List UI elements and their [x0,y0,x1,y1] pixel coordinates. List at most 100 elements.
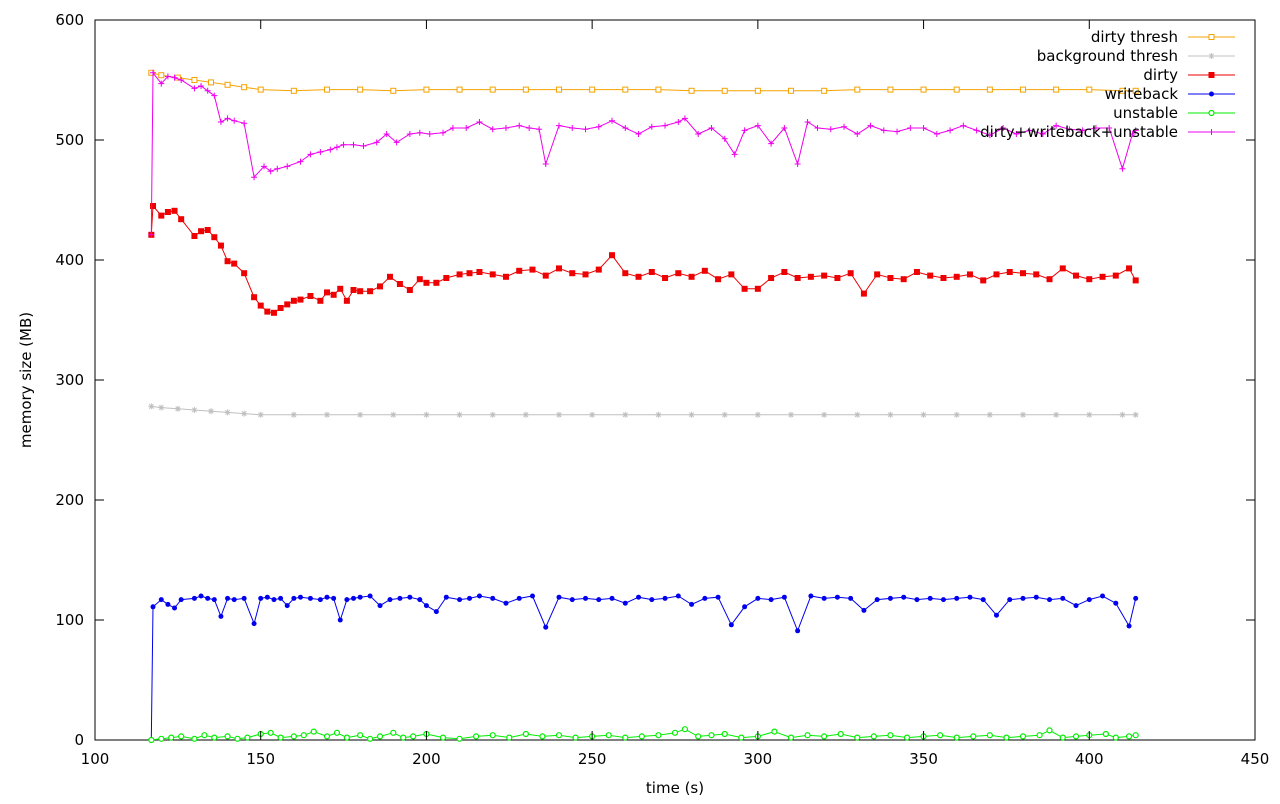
data-point [1099,273,1106,280]
data-point [526,125,533,131]
data-point [383,131,390,137]
data-point [755,595,761,601]
data-point [158,597,164,603]
data-point [1100,593,1106,599]
data-point [158,735,165,742]
y-tick-label: 200 [55,491,84,509]
data-point [208,79,214,86]
data-point [337,285,344,292]
data-point [954,595,960,601]
data-point [297,594,303,600]
data-point [357,594,363,600]
data-point [1086,411,1093,418]
data-point [937,732,944,739]
data-point [595,123,602,130]
data-point [1119,411,1126,418]
data-point [148,736,155,744]
data-point [1033,271,1040,278]
legend-label: writeback [1105,85,1179,103]
data-point [267,729,274,736]
data-point [204,87,211,94]
data-point [741,285,748,292]
data-point [178,77,185,83]
data-point [920,125,927,131]
data-point [277,305,284,311]
series-unstable [148,726,1139,744]
x-tick-label: 350 [909,750,938,768]
data-point [539,733,546,740]
data-point [516,267,523,274]
data-point [449,125,456,131]
series-layer [148,69,1139,744]
data-point [456,735,463,742]
series-dirty-thresh [148,69,1139,94]
data-point [874,597,880,603]
data-point [582,126,589,133]
data-point [489,271,496,278]
data-point [695,131,702,137]
data-point [1129,131,1136,137]
series-dirty-writeback-unstable [148,69,1139,238]
data-point [317,597,323,603]
data-point [407,594,413,600]
data-point [542,272,549,279]
data-point [648,269,655,275]
data-point [821,411,828,418]
data-point [343,734,350,741]
legend-item: dirty thresh [1091,28,1235,46]
data-point [1112,272,1119,279]
data-point [241,84,248,91]
data-point [324,411,330,418]
data-point [241,120,248,127]
data-point [1086,597,1092,603]
data-point [241,595,247,601]
data-point [234,735,241,742]
data-point [1112,734,1119,741]
series-writeback [148,593,1139,743]
data-point [655,411,662,418]
data-point [681,726,689,733]
data-point [635,131,642,137]
data-point [1007,597,1013,603]
data-point [953,86,960,93]
data-point [148,231,155,238]
data-point [741,127,748,134]
data-point [516,595,522,601]
data-point [795,628,801,634]
data-point [622,270,629,277]
data-point [178,733,185,740]
data-point [874,271,881,278]
data-point [1053,86,1060,93]
data-point [781,594,787,600]
data-point [337,617,343,623]
legend-label: dirty thresh [1091,28,1178,46]
data-point [1125,733,1133,740]
data-point [655,86,662,93]
data-point [390,729,397,736]
data-point [1126,265,1133,272]
data-point [837,730,844,738]
data-point [754,285,761,292]
data-point [622,734,629,741]
data-point [914,597,920,603]
data-point [794,161,801,167]
data-point [522,411,529,418]
data-point [217,119,224,125]
data-point [953,273,960,280]
legend-label: dirty+writeback+unstable [980,123,1178,141]
data-point [933,131,940,137]
data-point [400,734,407,741]
series-background-thresh [148,403,1139,418]
data-point [1020,411,1026,418]
data-point [854,411,861,418]
data-point [224,733,231,740]
data-point [1020,270,1026,277]
data-point [307,151,314,158]
data-point [290,297,297,304]
data-point [251,174,258,181]
data-point [390,411,397,418]
data-point [150,69,156,76]
data-point [158,212,165,219]
